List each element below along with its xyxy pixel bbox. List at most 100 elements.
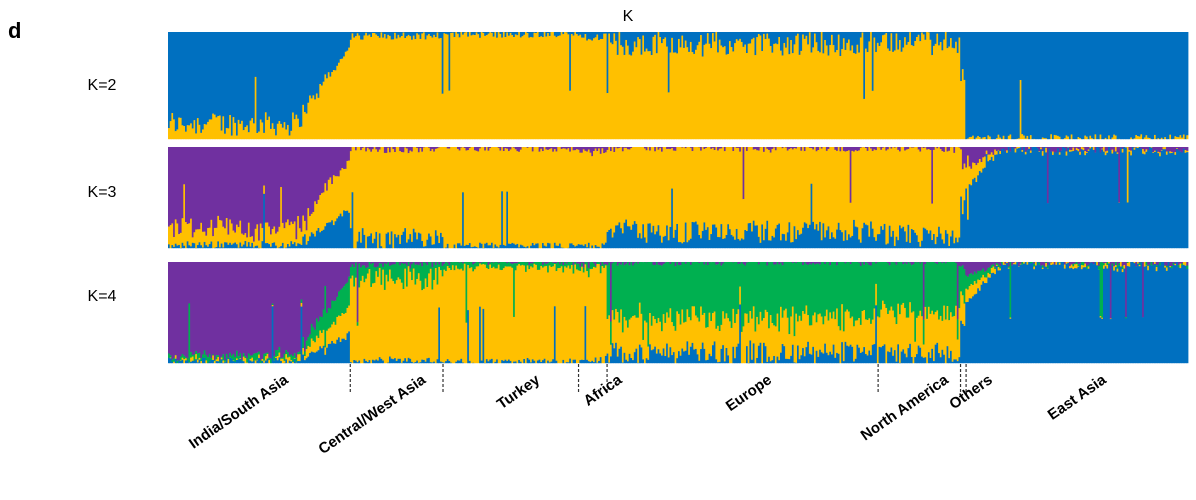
admixture-bar-segment	[451, 265, 454, 364]
admixture-bar-segment	[414, 284, 417, 363]
admixture-bar-segment	[895, 262, 898, 265]
admixture-bar-segment	[1018, 266, 1021, 267]
admixture-bar-segment	[963, 325, 966, 364]
admixture-bar-segment	[1116, 153, 1119, 249]
admixture-bar-segment	[700, 35, 703, 140]
admixture-bar-segment	[441, 147, 444, 238]
admixture-bar-segment	[958, 308, 961, 358]
admixture-bar-segment	[555, 151, 558, 246]
admixture-bar-segment	[1137, 136, 1140, 140]
admixture-bar-segment	[431, 32, 434, 38]
admixture-bar-segment	[411, 280, 414, 363]
admixture-bar-segment	[239, 358, 242, 364]
admixture-bar-segment	[703, 222, 706, 249]
admixture-bar-segment	[961, 265, 964, 296]
admixture-bar-segment	[506, 360, 509, 364]
admixture-bar-segment	[672, 352, 675, 364]
admixture-bar-segment	[802, 311, 805, 349]
admixture-bar-segment	[786, 32, 789, 38]
admixture-bar-segment	[1111, 147, 1114, 150]
admixture-bar-segment	[1052, 262, 1055, 265]
admixture-bar-segment	[616, 265, 619, 313]
admixture-bar-segment	[273, 128, 276, 140]
admixture-bar-segment	[1046, 147, 1049, 204]
admixture-bar-segment	[258, 147, 261, 241]
admixture-bar-segment	[951, 32, 954, 48]
admixture-bar-segment	[463, 147, 466, 149]
admixture-bar-segment	[613, 262, 616, 320]
admixture-bar-segment	[1086, 262, 1089, 267]
admixture-bar-segment	[688, 32, 691, 53]
admixture-bar-segment	[453, 244, 456, 249]
admixture-bar-segment	[1159, 262, 1162, 266]
admixture-bar-segment	[1048, 262, 1051, 364]
admixture-bar-segment	[237, 262, 240, 357]
admixture-bar-segment	[706, 264, 709, 328]
admixture-bar-segment	[259, 119, 262, 140]
admixture-bar-segment	[509, 243, 512, 249]
admixture-bar-segment	[776, 224, 779, 249]
admixture-bar-segment	[1019, 32, 1022, 81]
admixture-bar-segment	[302, 262, 305, 338]
admixture-bar-segment	[803, 147, 806, 152]
admixture-bar-segment	[640, 262, 643, 315]
admixture-bar-segment	[191, 355, 194, 357]
admixture-bar-segment	[1171, 153, 1174, 249]
admixture-bar-segment	[893, 262, 896, 318]
admixture-bar-segment	[989, 160, 992, 249]
admixture-bar-segment	[817, 32, 820, 52]
admixture-bar-segment	[635, 32, 638, 48]
admixture-bar-segment	[239, 242, 242, 249]
admixture-bar-segment	[1160, 150, 1163, 249]
admixture-bar-segment	[691, 262, 694, 307]
admixture-bar-segment	[892, 262, 895, 311]
admixture-bar-segment	[955, 147, 958, 238]
admixture-bar-segment	[1114, 135, 1117, 140]
admixture-bar-segment	[825, 32, 828, 46]
admixture-bar-segment	[603, 32, 606, 34]
admixture-bar-segment	[375, 271, 378, 360]
admixture-bar-segment	[319, 330, 322, 347]
admixture-bar-segment	[742, 147, 745, 200]
admixture-bar-segment	[174, 243, 177, 249]
admixture-bar-segment	[946, 48, 949, 140]
admixture-bar-segment	[460, 147, 463, 246]
admixture-bar-segment	[224, 361, 227, 363]
admixture-bar-segment	[1179, 263, 1182, 269]
admixture-bar-segment	[817, 230, 820, 249]
admixture-bar-segment	[389, 269, 392, 357]
admixture-bar-segment	[584, 244, 587, 249]
admixture-bar-segment	[331, 300, 334, 325]
admixture-bar-segment	[593, 262, 596, 264]
admixture-bar-segment	[1057, 262, 1060, 364]
admixture-bar-segment	[429, 36, 432, 140]
admixture-bar-segment	[1082, 32, 1085, 140]
admixture-bar-segment	[880, 42, 883, 140]
admixture-bar-segment	[972, 147, 975, 163]
admixture-bar-segment	[227, 262, 230, 359]
admixture-bar-segment	[1125, 147, 1128, 148]
admixture-bar-segment	[419, 362, 422, 364]
admixture-bar-segment	[897, 240, 900, 249]
admixture-bar-segment	[1063, 147, 1066, 249]
admixture-bar-segment	[567, 147, 570, 149]
admixture-bar-segment	[729, 229, 732, 249]
admixture-bar-segment	[553, 242, 556, 249]
admixture-bar-segment	[1142, 317, 1145, 364]
admixture-bar-segment	[482, 308, 485, 364]
admixture-bar-segment	[523, 359, 526, 364]
admixture-bar-segment	[832, 32, 835, 46]
admixture-bar-segment	[1104, 266, 1107, 364]
admixture-bar-segment	[321, 348, 324, 364]
admixture-bar-segment	[722, 147, 725, 240]
admixture-bar-segment	[608, 33, 611, 140]
admixture-bar-segment	[411, 262, 414, 265]
admixture-bar-segment	[346, 333, 349, 364]
admixture-bar-segment	[332, 343, 335, 364]
admixture-bar-segment	[572, 147, 575, 151]
admixture-bar-segment	[723, 46, 726, 140]
admixture-bar-segment	[302, 147, 305, 216]
admixture-bar-segment	[696, 224, 699, 249]
admixture-bar-segment	[1164, 147, 1167, 150]
admixture-bar-segment	[904, 37, 907, 140]
